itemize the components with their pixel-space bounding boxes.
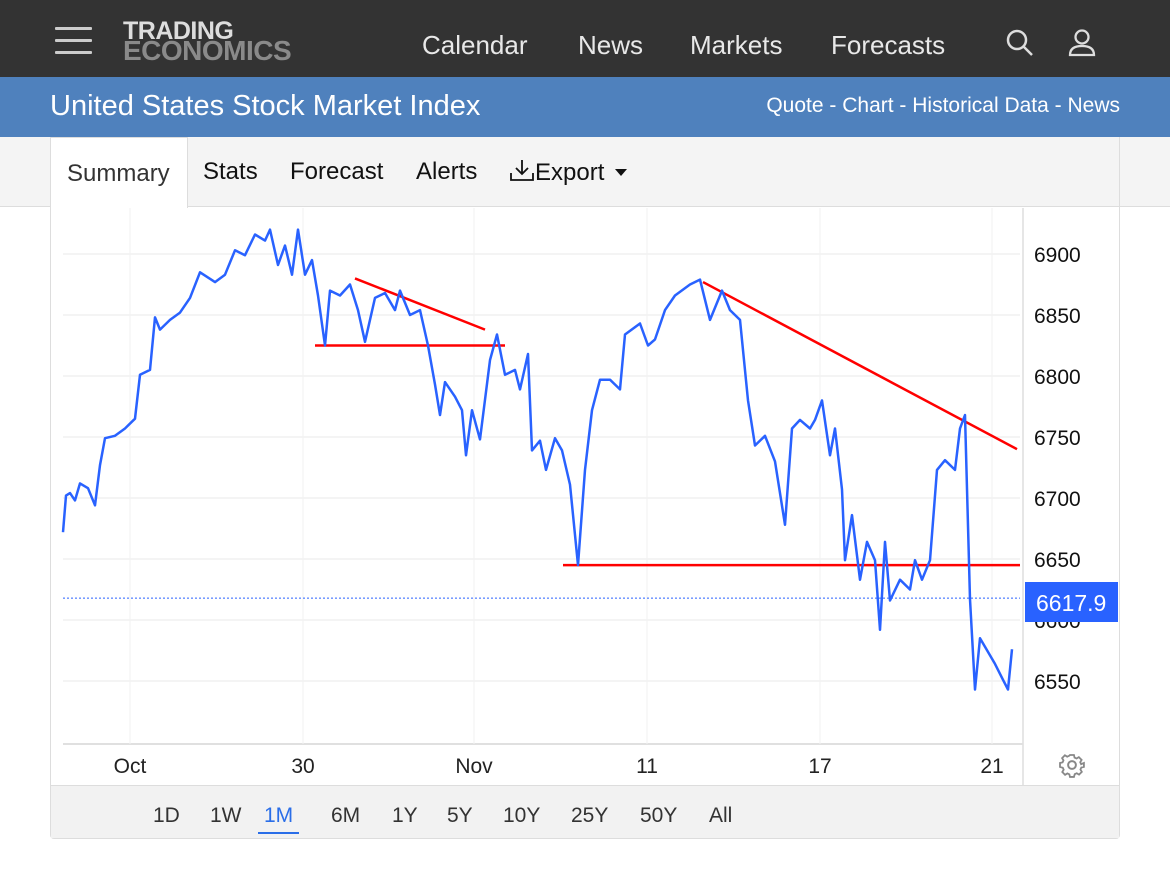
- x-tick-label: 17: [808, 755, 831, 778]
- download-icon: [510, 160, 534, 181]
- link-news[interactable]: News: [1067, 94, 1120, 117]
- range-50y[interactable]: 50Y: [640, 804, 678, 827]
- y-tick-label: 6800: [1034, 366, 1081, 389]
- x-tick-label: 30: [291, 755, 314, 778]
- nav-forecasts[interactable]: Forecasts: [831, 30, 946, 60]
- title-bar: [0, 77, 1170, 137]
- x-tick-label: Oct: [114, 755, 147, 778]
- separator: -: [823, 94, 843, 117]
- tab-stats[interactable]: Stats: [203, 158, 258, 185]
- range-10y[interactable]: 10Y: [503, 804, 541, 827]
- logo-line2: ECONOMICS: [123, 35, 292, 66]
- page-title: United States Stock Market Index: [50, 90, 481, 122]
- chart-card: [50, 137, 1120, 839]
- tab-alerts[interactable]: Alerts: [416, 158, 478, 185]
- export-button[interactable]: Export: [509, 158, 628, 187]
- range-1d[interactable]: 1D: [153, 804, 180, 827]
- range-all[interactable]: All: [709, 804, 733, 827]
- range-1w[interactable]: 1W: [210, 804, 242, 827]
- separator: -: [893, 94, 913, 117]
- tab-forecast[interactable]: Forecast: [290, 158, 384, 185]
- menu-icon[interactable]: [55, 27, 92, 55]
- nav-news[interactable]: News: [578, 30, 644, 60]
- logo[interactable]: TRADING ECONOMICS: [123, 17, 292, 66]
- price-line: [61, 228, 1014, 691]
- y-tick-label: 6750: [1034, 427, 1081, 450]
- x-tick-label: 11: [636, 755, 658, 778]
- nav-markets[interactable]: Markets: [690, 30, 783, 60]
- last-price-tag: 6617.9: [1025, 582, 1118, 622]
- range-5y[interactable]: 5Y: [447, 804, 473, 827]
- link-quote[interactable]: Quote: [766, 94, 824, 117]
- range-bar: [51, 785, 1119, 838]
- user-icon[interactable]: [1067, 28, 1097, 58]
- y-tick-label: 6650: [1034, 549, 1081, 572]
- top-navbar: [0, 0, 1170, 77]
- separator: -: [1048, 94, 1068, 117]
- range-1m[interactable]: 1M: [258, 804, 300, 834]
- logo-line1: TRADING: [123, 17, 234, 45]
- trendline: [354, 277, 486, 331]
- range-25y[interactable]: 25Y: [571, 804, 609, 827]
- x-tick-label: Nov: [455, 755, 493, 778]
- caret-down-icon: [615, 169, 628, 176]
- nav-calendar[interactable]: Calendar: [422, 30, 528, 60]
- x-tick-label: 21: [980, 755, 1003, 778]
- y-tick-label: 6850: [1034, 305, 1081, 328]
- section-links: Quote - Chart - Historical Data - News: [766, 94, 1120, 118]
- tab-summary[interactable]: Summary: [50, 137, 188, 208]
- settings-gear-icon[interactable]: [1059, 752, 1085, 778]
- tabs-bar: [0, 137, 1170, 207]
- trendline: [702, 280, 1018, 451]
- y-tick-label: 6700: [1034, 488, 1081, 511]
- y-tick-label: 6550: [1034, 671, 1081, 694]
- link-historical-data[interactable]: Historical Data: [912, 94, 1049, 117]
- y-tick-label: 6900: [1034, 244, 1081, 267]
- search-icon[interactable]: [1005, 28, 1035, 58]
- link-chart[interactable]: Chart: [842, 94, 894, 117]
- export-label: Export: [535, 159, 605, 186]
- range-1y[interactable]: 1Y: [392, 804, 418, 827]
- range-6m[interactable]: 6M: [331, 804, 361, 827]
